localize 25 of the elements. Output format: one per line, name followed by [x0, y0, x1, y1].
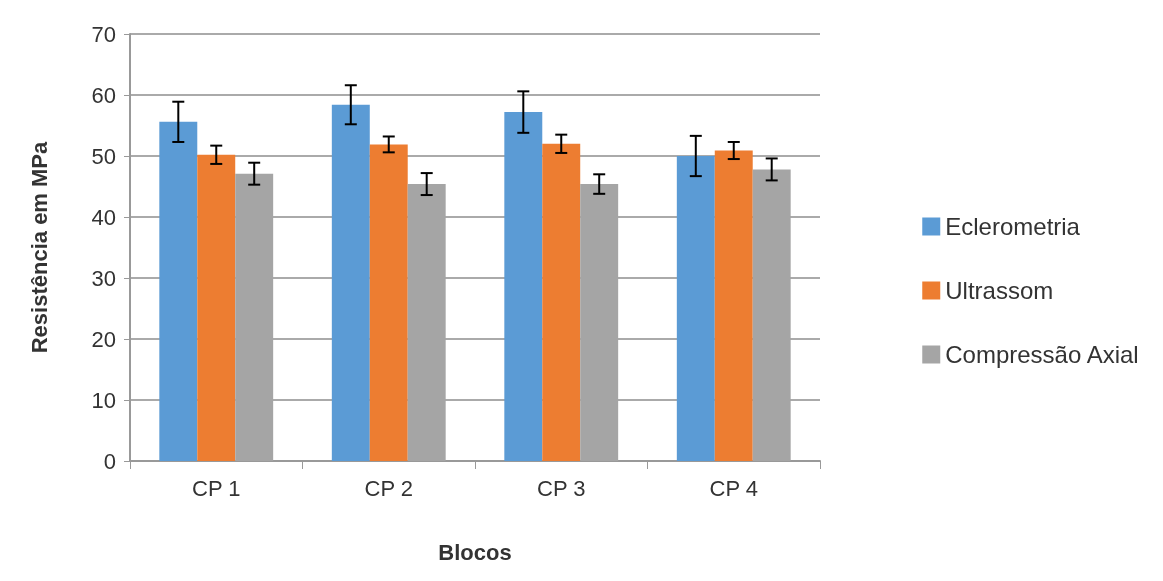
- y-tick-label: 40: [91, 204, 116, 230]
- bar: [159, 121, 198, 461]
- y-tick-label: 70: [91, 21, 116, 47]
- x-axis-title: Blocos: [438, 539, 512, 565]
- bar: [504, 112, 543, 461]
- bar: [676, 156, 715, 461]
- legend-label: Ultrassom: [945, 277, 1054, 304]
- legend-label: Compressão Axial: [945, 341, 1139, 368]
- x-tick-label: CP 3: [536, 475, 586, 501]
- y-tick-label: 60: [91, 82, 116, 108]
- x-tick-label: CP 1: [191, 475, 241, 501]
- bar: [369, 144, 408, 461]
- bar: [331, 104, 370, 461]
- y-axis-title: Resistência em MPa: [26, 140, 52, 354]
- bar: [542, 143, 581, 461]
- y-tick-label: 0: [103, 448, 116, 474]
- y-tick-label: 50: [91, 143, 116, 169]
- y-tick-label: 20: [91, 326, 116, 352]
- legend-label: Eclerometria: [945, 213, 1081, 240]
- x-tick-label: CP 4: [709, 475, 759, 501]
- y-tick-label: 10: [91, 387, 116, 413]
- y-tick-label: 30: [91, 265, 116, 291]
- bar: [197, 154, 236, 461]
- bar: [714, 150, 753, 461]
- x-tick-label: CP 2: [364, 475, 414, 501]
